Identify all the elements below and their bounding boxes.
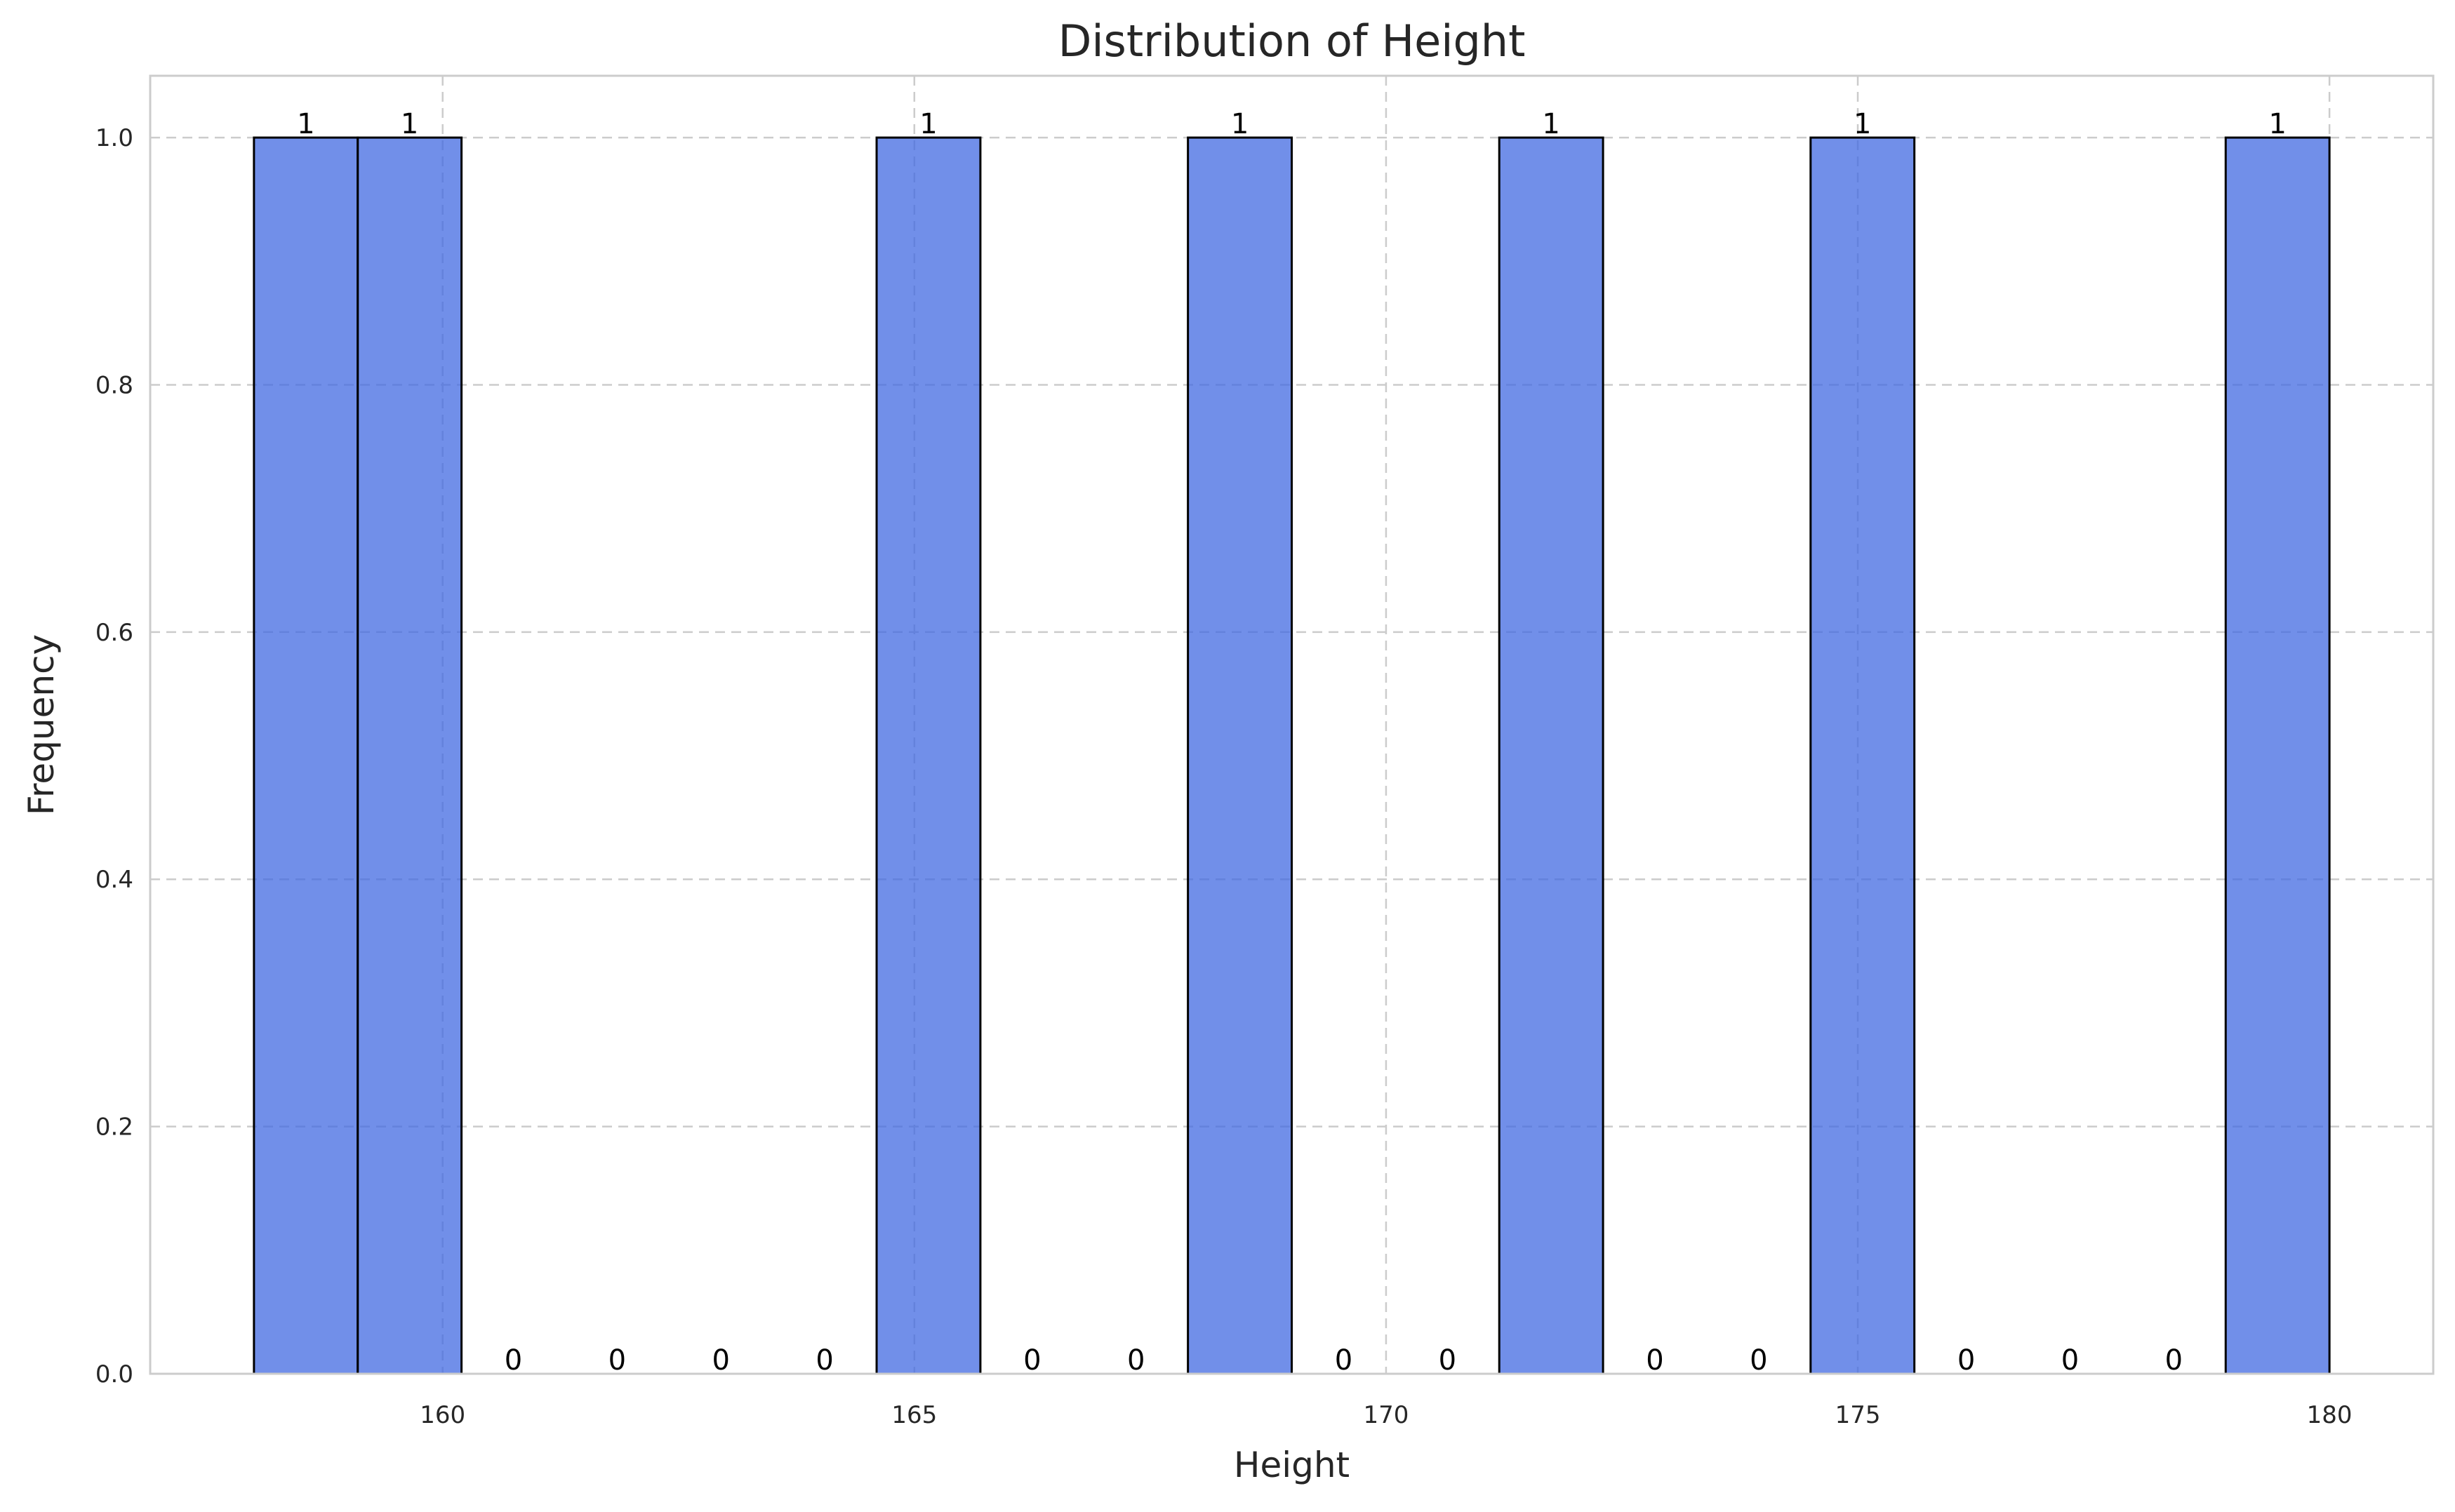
bar-value-label: 1 <box>401 108 418 140</box>
histogram-bar <box>253 136 359 1375</box>
bar-value-label: 0 <box>1023 1344 1041 1377</box>
histogram-bar <box>875 136 982 1375</box>
histogram-bar <box>1809 136 1916 1375</box>
x-tick-label: 175 <box>1835 1401 1881 1429</box>
x-tick-label: 180 <box>2307 1401 2353 1429</box>
bar-value-label: 0 <box>1957 1344 1975 1377</box>
bar-value-label: 1 <box>1542 108 1559 140</box>
x-tick-label: 165 <box>891 1401 937 1429</box>
bar-value-label: 1 <box>1231 108 1249 140</box>
tick-layer: 160 165 170 175 180 0.0 0.2 0.4 0.6 0.8 1.0 <box>95 124 2353 1429</box>
bar-value-label: 0 <box>2061 1344 2079 1377</box>
bar-value-label: 0 <box>816 1344 833 1377</box>
bar-value-label: 0 <box>1127 1344 1145 1377</box>
histogram-bar <box>357 136 463 1375</box>
histogram-bar <box>1498 136 1604 1375</box>
plot-frame <box>149 74 2435 1375</box>
x-axis-label: Height <box>1234 1445 1350 1485</box>
bar-value-label: 0 <box>608 1344 626 1377</box>
histogram-bar <box>1187 136 1293 1375</box>
bar-value-label: 0 <box>2165 1344 2183 1377</box>
bar-value-label: 1 <box>2268 108 2286 140</box>
y-tick-label: 0.8 <box>95 371 133 399</box>
bar-value-label: 0 <box>1750 1344 1767 1377</box>
bar-value-label: 0 <box>1439 1344 1456 1377</box>
bar-value-label: 1 <box>919 108 937 140</box>
histogram-bar <box>2224 136 2331 1375</box>
bar-layer <box>253 136 2331 1375</box>
bar-value-label: 0 <box>1646 1344 1663 1377</box>
y-axis-label: Frequency <box>21 634 62 815</box>
y-tick-label: 0.4 <box>95 866 133 894</box>
bar-value-label: 0 <box>1335 1344 1352 1377</box>
bar-value-label: 1 <box>1854 108 1871 140</box>
bar-value-label: 0 <box>505 1344 522 1377</box>
chart-title: Distribution of Height <box>1058 15 1526 67</box>
y-tick-label: 0.0 <box>95 1360 133 1389</box>
x-tick-label: 170 <box>1363 1401 1409 1429</box>
y-tick-label: 0.2 <box>95 1113 133 1142</box>
y-tick-label: 0.6 <box>95 619 133 647</box>
bar-label-layer: 1 1 0 0 0 0 1 0 0 1 0 0 1 0 0 1 0 0 0 1 <box>297 108 2287 1377</box>
bar-value-label: 1 <box>297 108 314 140</box>
y-tick-label: 1.0 <box>95 124 133 152</box>
x-tick-label: 160 <box>420 1401 465 1429</box>
bar-value-label: 0 <box>712 1344 730 1377</box>
